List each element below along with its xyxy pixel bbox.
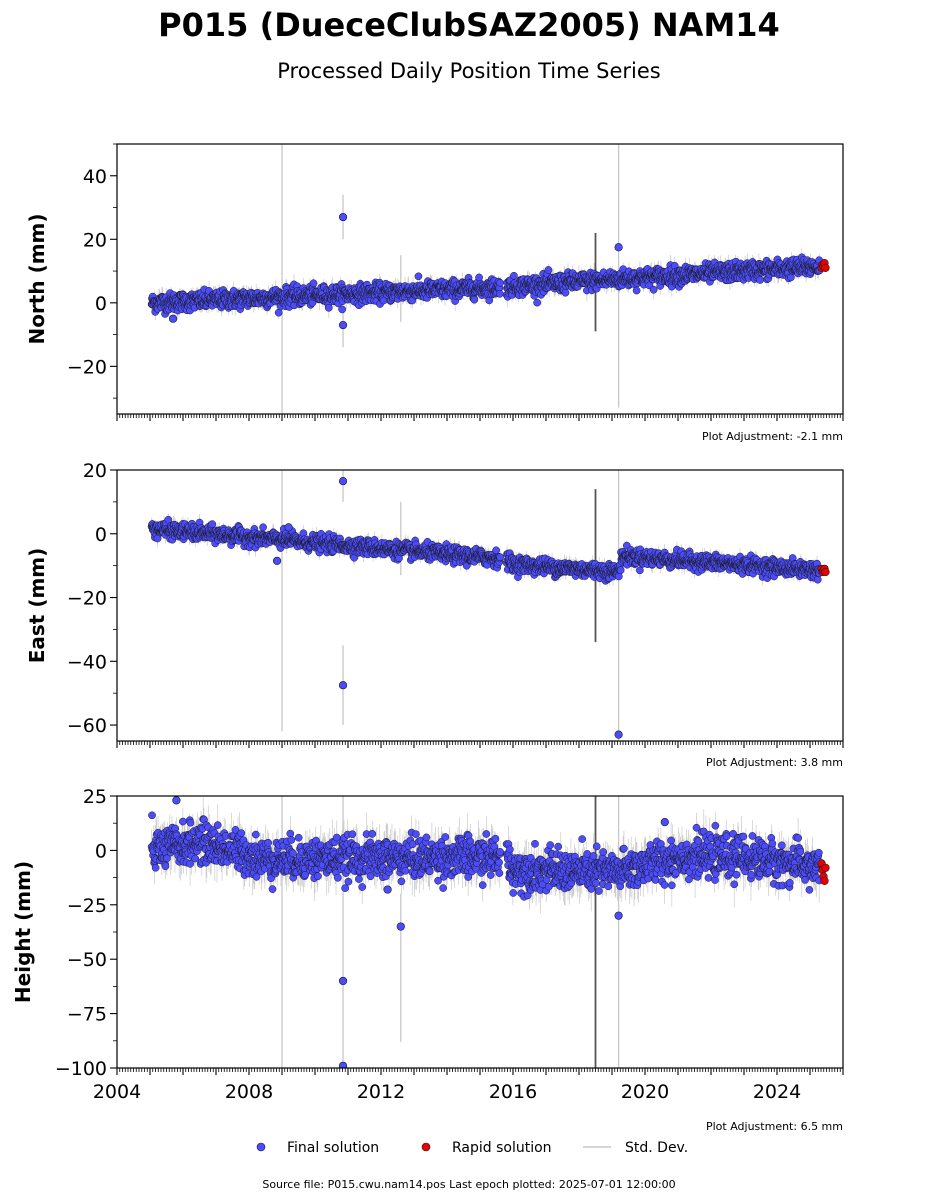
final-point [324, 303, 333, 312]
final-point [338, 305, 347, 314]
plot-adjustment-note: Plot Adjustment: -2.1 mm [702, 430, 843, 443]
final-point [495, 289, 504, 298]
y-ticks: −20 0 20 40 [67, 143, 117, 399]
final-point [274, 308, 283, 317]
final-point [259, 523, 267, 532]
final-point [496, 553, 504, 561]
final-point [470, 295, 479, 304]
final-point [787, 273, 795, 282]
y-tick-label: −20 [67, 356, 107, 378]
outlier-point [614, 243, 623, 252]
final-point [632, 286, 641, 295]
final-point [533, 298, 542, 307]
outlier-point [169, 314, 178, 323]
chart-subtitle: Processed Daily Position Time Series [277, 59, 661, 83]
outlier-point [338, 212, 348, 222]
final-point [496, 278, 504, 287]
final-point [510, 271, 518, 280]
plot-area [147, 144, 830, 414]
y-axis-label: North (mm) [25, 213, 49, 344]
final-point [561, 288, 570, 297]
final-point [208, 520, 217, 528]
plot-area [147, 470, 830, 741]
final-point [475, 273, 483, 282]
y-tick-label: 20 [83, 229, 107, 251]
north-panel: −20 0 20 40 North (mm) Plot Adjustment: -2.1 … [25, 143, 844, 443]
final-point [756, 276, 764, 284]
final-point [309, 279, 318, 288]
final-point [414, 272, 423, 281]
y-tick-label: 0 [95, 293, 107, 315]
final-point [544, 266, 553, 274]
chart-title: P015 (DueceClubSAZ2005) NAM14 [158, 6, 780, 44]
final-solution-points [147, 477, 824, 739]
x-ticks [116, 414, 844, 421]
outlier-point [338, 320, 348, 330]
y-tick-label: 40 [83, 166, 107, 188]
final-point [649, 285, 658, 294]
final-solution-points [147, 212, 824, 330]
rapid-point [821, 263, 830, 272]
